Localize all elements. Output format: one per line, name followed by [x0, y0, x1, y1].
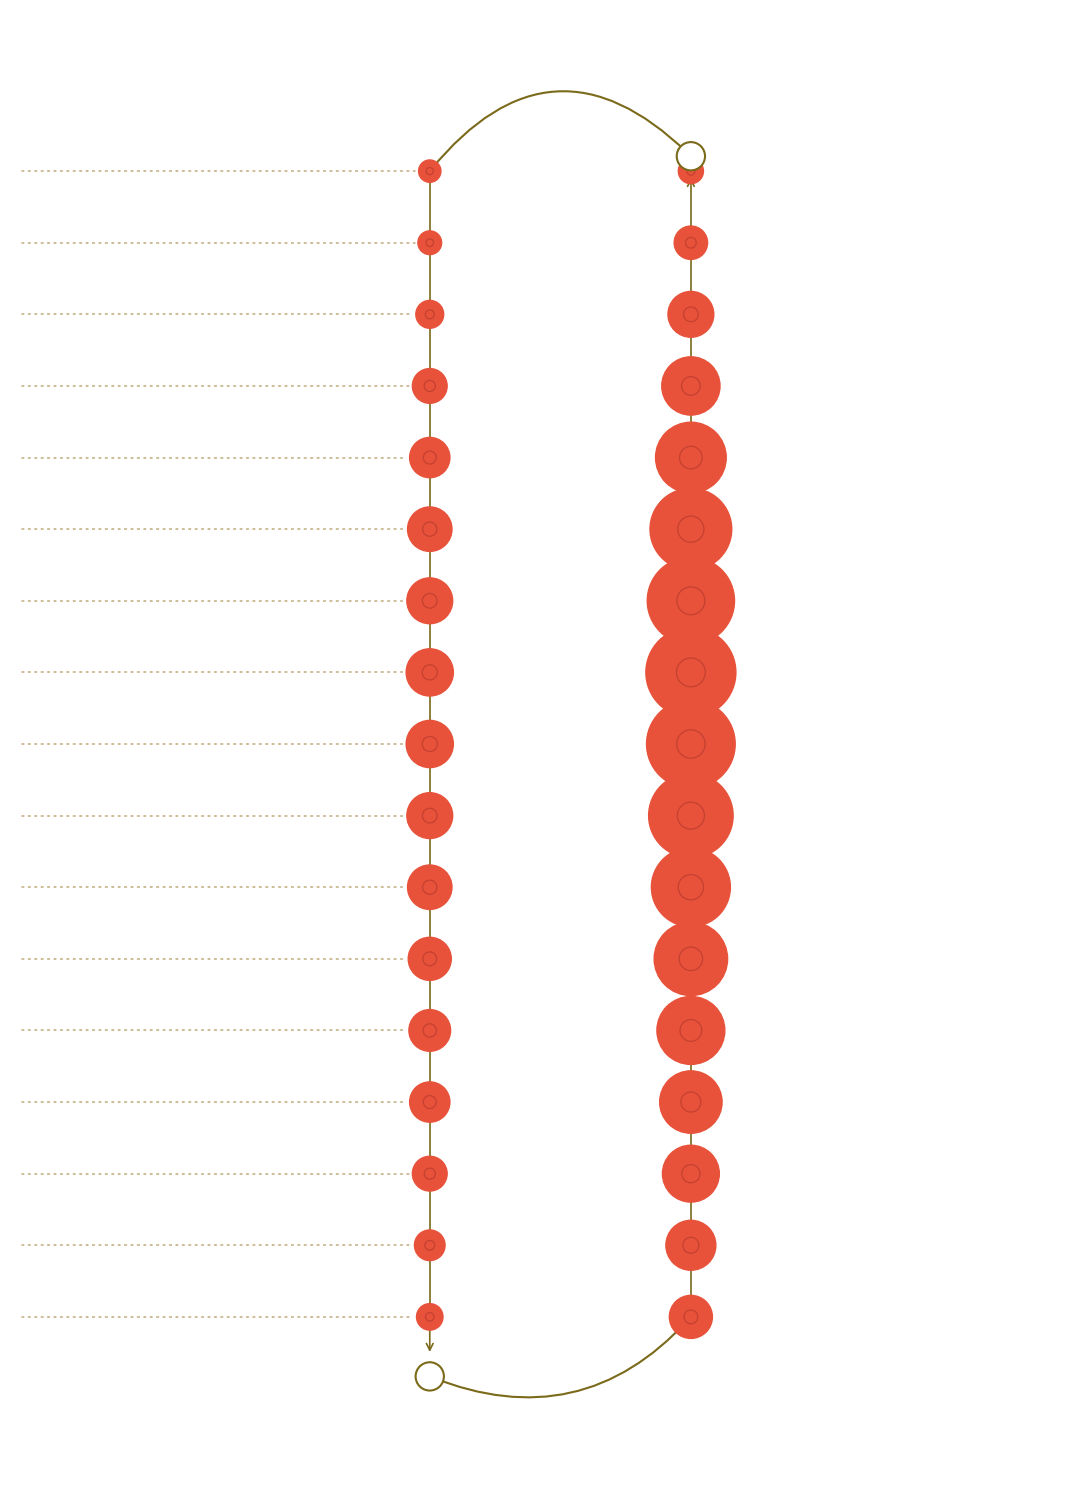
Ellipse shape: [408, 937, 452, 981]
Ellipse shape: [652, 848, 730, 927]
Ellipse shape: [663, 1146, 719, 1202]
Ellipse shape: [646, 628, 735, 717]
Ellipse shape: [416, 1362, 444, 1391]
Ellipse shape: [659, 1071, 722, 1134]
Ellipse shape: [406, 720, 454, 768]
Ellipse shape: [668, 292, 714, 338]
Ellipse shape: [417, 1303, 443, 1330]
FancyArrowPatch shape: [432, 91, 688, 170]
Ellipse shape: [408, 507, 452, 552]
Ellipse shape: [647, 557, 734, 644]
Ellipse shape: [406, 649, 454, 696]
Ellipse shape: [678, 159, 704, 183]
Ellipse shape: [677, 141, 705, 171]
Ellipse shape: [646, 699, 735, 789]
Ellipse shape: [648, 774, 733, 859]
Ellipse shape: [412, 369, 447, 403]
Ellipse shape: [654, 923, 728, 995]
Ellipse shape: [662, 357, 720, 415]
Ellipse shape: [666, 1220, 716, 1271]
Ellipse shape: [409, 1082, 450, 1122]
Ellipse shape: [416, 301, 444, 329]
Ellipse shape: [669, 1296, 713, 1338]
Ellipse shape: [656, 423, 726, 493]
Ellipse shape: [409, 437, 450, 478]
Ellipse shape: [419, 159, 441, 183]
Ellipse shape: [418, 231, 442, 254]
Ellipse shape: [412, 1156, 447, 1190]
Ellipse shape: [675, 226, 707, 259]
Ellipse shape: [407, 793, 453, 839]
Ellipse shape: [409, 1009, 450, 1052]
Ellipse shape: [657, 997, 725, 1064]
Ellipse shape: [408, 865, 452, 909]
Ellipse shape: [650, 488, 732, 570]
Ellipse shape: [407, 577, 453, 623]
Ellipse shape: [415, 1231, 445, 1260]
FancyArrowPatch shape: [432, 1321, 688, 1397]
